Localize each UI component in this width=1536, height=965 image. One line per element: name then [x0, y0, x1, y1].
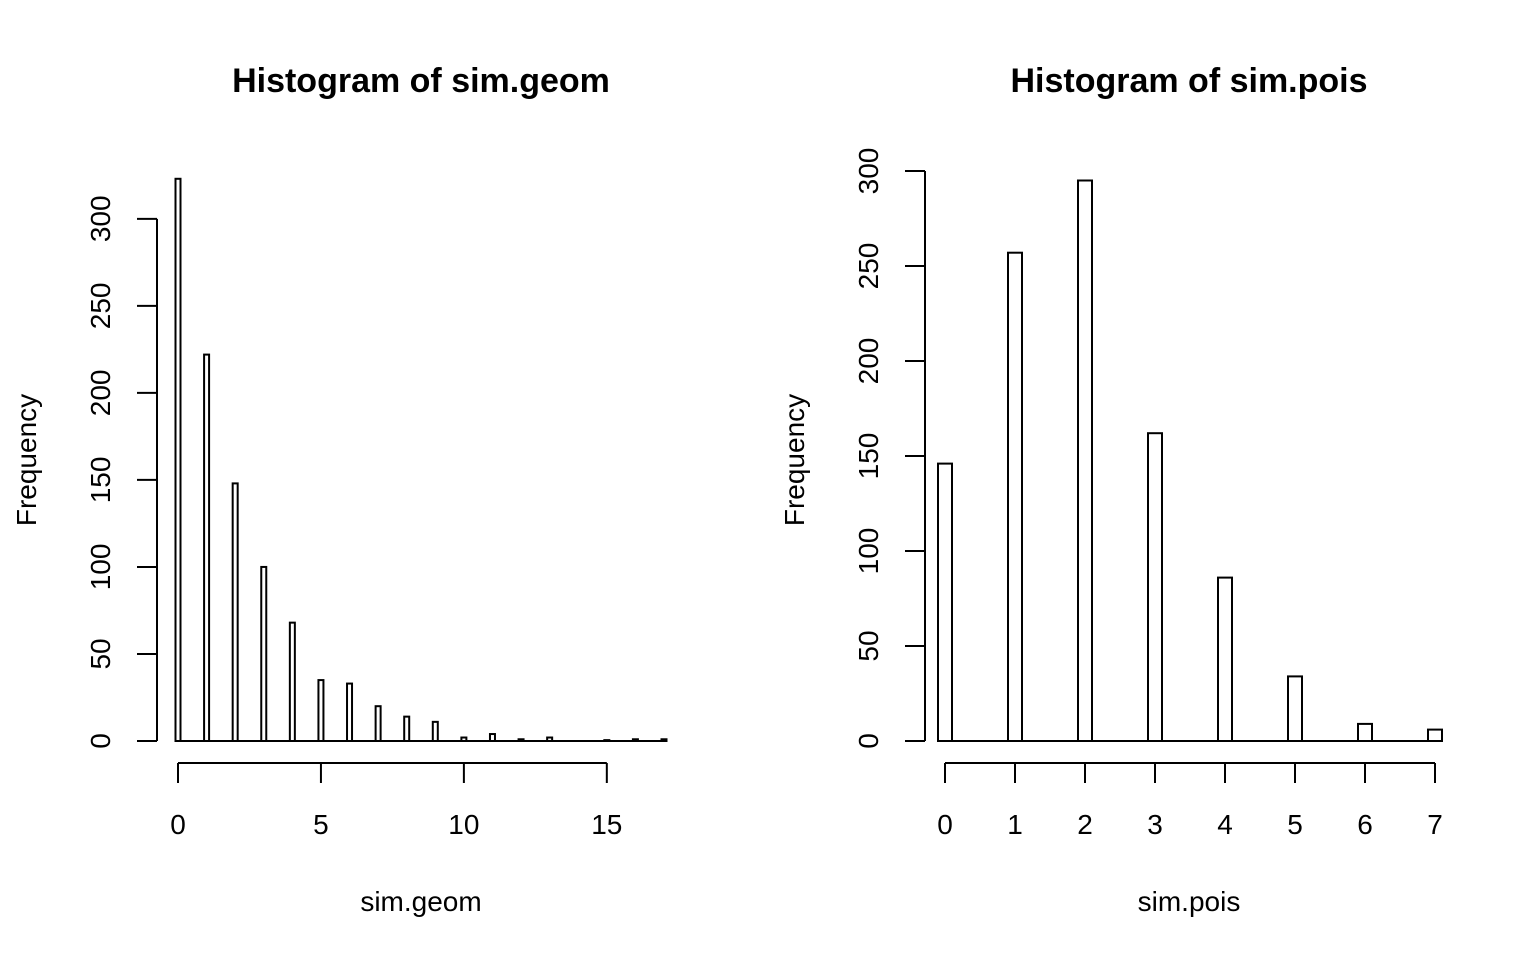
bar — [603, 739, 611, 742]
bar — [1077, 179, 1093, 742]
x-axis-label: sim.geom — [360, 886, 481, 917]
x-axis: 0 1 2 3 4 5 6 7 — [937, 762, 1443, 840]
x-tick-label: 5 — [313, 809, 329, 840]
x-tick-label: 15 — [591, 809, 622, 840]
x-tick-label: 0 — [170, 809, 186, 840]
x-tick-label: 6 — [1357, 809, 1373, 840]
bar — [517, 738, 525, 742]
bar — [1427, 728, 1443, 742]
y-tick-label: 150 — [85, 457, 116, 504]
x-axis: 0 5 10 15 — [170, 762, 622, 840]
bar — [546, 736, 554, 742]
x-tick-label: 7 — [1427, 809, 1443, 840]
bar — [660, 738, 668, 742]
y-tick-label: 300 — [853, 148, 884, 195]
bar — [203, 353, 211, 742]
y-axis: 0 50 100 150 200 250 300 — [853, 148, 926, 749]
bar — [288, 621, 296, 743]
y-tick-label: 0 — [85, 733, 116, 749]
y-tick-label: 200 — [85, 370, 116, 417]
y-tick-label: 250 — [853, 243, 884, 290]
y-tick-label: 50 — [85, 638, 116, 669]
x-tick-label: 4 — [1217, 809, 1233, 840]
x-tick-label: 1 — [1007, 809, 1023, 840]
x-tick-label: 10 — [448, 809, 479, 840]
bar — [631, 738, 639, 742]
bar — [1357, 722, 1373, 743]
x-tick-label: 2 — [1077, 809, 1093, 840]
bar — [374, 705, 382, 742]
panel-sim-pois: Histogram of sim.pois sim.pois Frequency… — [779, 62, 1443, 917]
y-axis-label: Frequency — [779, 394, 810, 526]
y-axis-label: Frequency — [11, 394, 42, 526]
x-tick-label: 5 — [1287, 809, 1303, 840]
y-tick-label: 50 — [853, 630, 884, 661]
bar — [1217, 576, 1233, 742]
bar — [488, 733, 496, 742]
y-tick-label: 0 — [853, 733, 884, 749]
bar — [1287, 675, 1303, 743]
y-tick-label: 150 — [853, 433, 884, 480]
y-tick-label: 100 — [85, 544, 116, 591]
y-tick-label: 200 — [853, 338, 884, 385]
bar — [231, 482, 239, 742]
y-tick-label: 300 — [85, 195, 116, 242]
y-axis: 0 50 100 150 200 250 300 — [85, 195, 158, 749]
bar — [346, 682, 354, 742]
y-tick-label: 100 — [853, 528, 884, 575]
x-axis-label: sim.pois — [1138, 886, 1241, 917]
chart-title: Histogram of sim.geom — [232, 62, 610, 100]
panel-sim-geom: Histogram of sim.geom sim.geom Frequency… — [11, 62, 668, 917]
x-tick-label: 0 — [937, 809, 953, 840]
chart-title: Histogram of sim.pois — [1010, 62, 1367, 100]
bars — [174, 177, 668, 743]
bar — [403, 715, 411, 742]
bar — [1147, 432, 1163, 742]
bar — [1007, 251, 1023, 742]
bar — [317, 679, 325, 742]
bar — [174, 177, 182, 742]
bar — [260, 565, 268, 742]
y-tick-label: 250 — [85, 282, 116, 329]
x-tick-label: 3 — [1147, 809, 1163, 840]
bar — [937, 462, 953, 742]
bar — [460, 736, 468, 742]
bars — [937, 179, 1443, 743]
bar — [431, 720, 439, 742]
